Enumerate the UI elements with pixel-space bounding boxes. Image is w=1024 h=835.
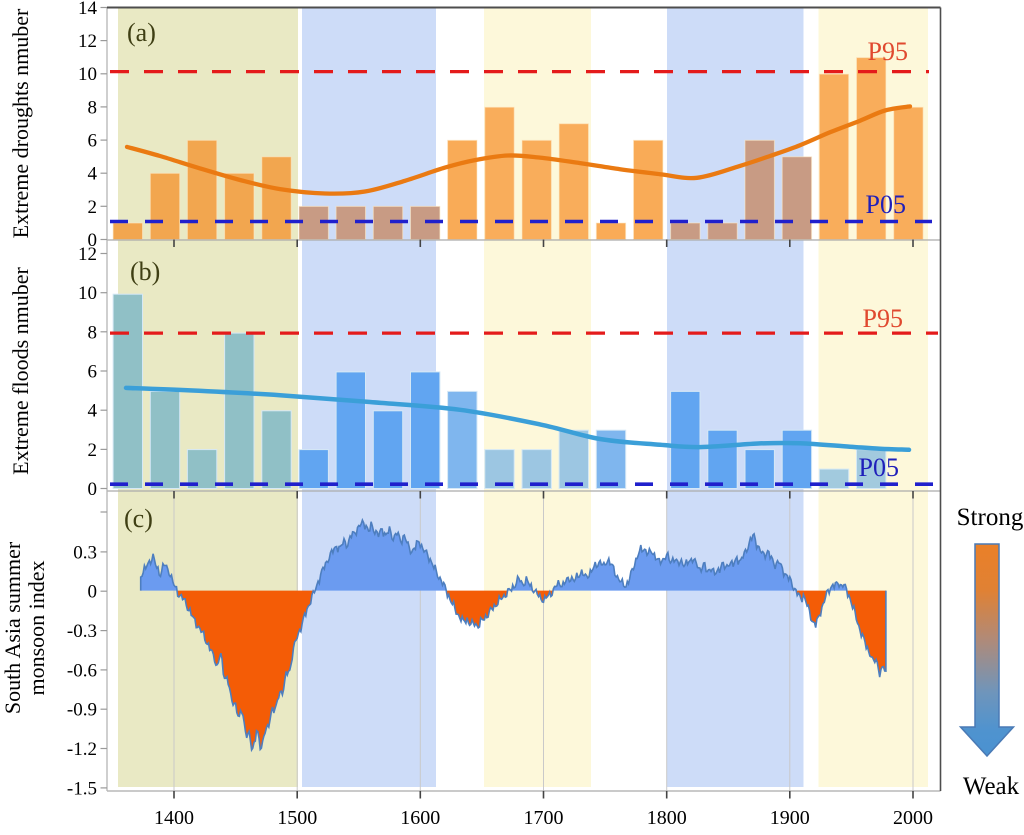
svg-text:6: 6 <box>88 362 98 383</box>
svg-text:8: 8 <box>88 322 98 343</box>
svg-text:Extreme droughts nmuber: Extreme droughts nmuber <box>8 8 33 238</box>
svg-text:Weak: Weak <box>963 773 1020 800</box>
svg-text:2: 2 <box>88 197 98 218</box>
svg-text:0: 0 <box>88 230 98 251</box>
svg-text:1400: 1400 <box>154 807 194 829</box>
svg-text:(b): (b) <box>130 257 160 286</box>
svg-text:Strong: Strong <box>957 504 1024 531</box>
svg-text:0.3: 0.3 <box>73 542 97 563</box>
svg-text:2: 2 <box>88 440 98 461</box>
svg-text:-0.9: -0.9 <box>67 700 97 721</box>
svg-text:4: 4 <box>88 401 98 422</box>
svg-text:10: 10 <box>78 283 97 304</box>
svg-text:-1.2: -1.2 <box>67 739 97 760</box>
svg-text:-0.3: -0.3 <box>67 621 97 642</box>
svg-text:Extreme floods nmuber: Extreme floods nmuber <box>8 266 33 474</box>
svg-text:South Asia summer: South Asia summer <box>0 541 25 714</box>
svg-text:1600: 1600 <box>400 807 440 829</box>
svg-text:P05: P05 <box>859 453 899 482</box>
svg-text:P95: P95 <box>868 37 908 66</box>
svg-text:6: 6 <box>88 131 98 152</box>
svg-text:P05: P05 <box>866 190 906 219</box>
svg-text:10: 10 <box>78 64 97 85</box>
svg-text:1500: 1500 <box>277 807 317 829</box>
svg-text:0: 0 <box>88 582 98 603</box>
svg-text:0: 0 <box>88 479 98 500</box>
svg-text:14: 14 <box>78 0 98 19</box>
svg-text:monsoon index: monsoon index <box>24 560 49 695</box>
svg-text:4: 4 <box>88 164 98 185</box>
svg-text:P95: P95 <box>863 304 903 333</box>
svg-text:12: 12 <box>78 31 97 52</box>
svg-text:(c): (c) <box>124 504 153 533</box>
svg-text:2000: 2000 <box>893 807 933 829</box>
svg-text:8: 8 <box>88 97 98 118</box>
svg-text:1800: 1800 <box>647 807 687 829</box>
svg-text:-1.5: -1.5 <box>67 778 97 799</box>
svg-text:12: 12 <box>78 244 97 265</box>
svg-text:-0.6: -0.6 <box>67 660 97 681</box>
svg-text:1900: 1900 <box>770 807 810 829</box>
svg-text:1700: 1700 <box>524 807 564 829</box>
svg-text:(a): (a) <box>127 18 156 47</box>
